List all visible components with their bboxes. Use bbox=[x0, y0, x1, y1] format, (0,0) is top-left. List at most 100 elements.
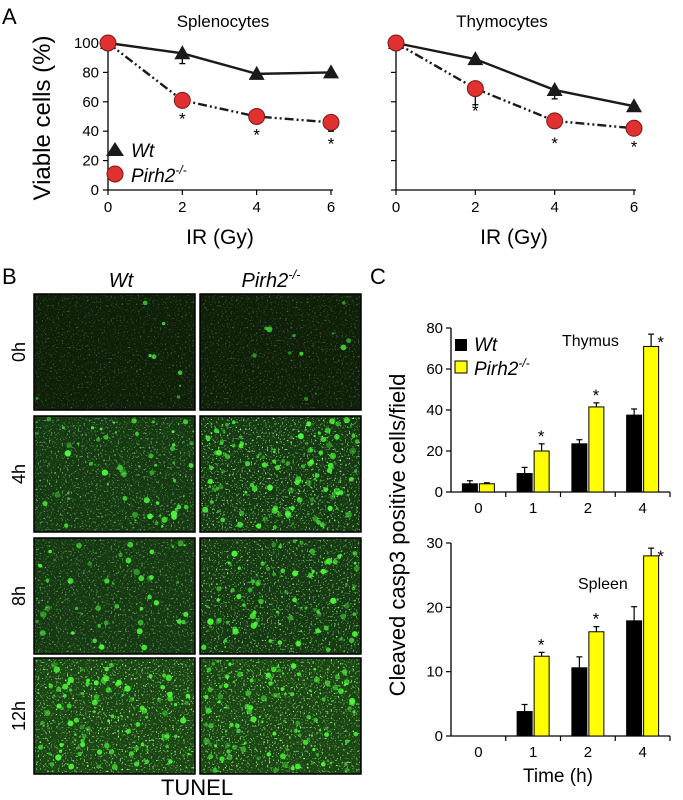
tunel-positive-cell bbox=[258, 452, 262, 456]
tunel-positive-cell bbox=[283, 589, 289, 595]
data-point-wt-splenocytes bbox=[248, 65, 265, 80]
x-axis-label-thymocytes: IR (Gy) bbox=[480, 226, 548, 249]
tunel-positive-cell bbox=[326, 467, 333, 474]
tunel-positive-cell bbox=[240, 746, 247, 753]
tunel-positive-cell bbox=[242, 603, 246, 607]
tunel-positive-cell bbox=[295, 720, 301, 726]
tunel-positive-cell bbox=[277, 668, 282, 673]
tunel-positive-cell bbox=[131, 418, 137, 424]
tunel-positive-cell bbox=[39, 630, 46, 636]
tunel-positive-cell bbox=[353, 469, 357, 473]
tunel-positive-cell bbox=[306, 714, 312, 720]
tunel-positive-cell bbox=[222, 430, 226, 434]
tunel-positive-cell bbox=[272, 731, 277, 736]
tunel-positive-cell bbox=[100, 677, 107, 684]
tunel-positive-cell bbox=[352, 670, 355, 672]
tunel-positive-cell bbox=[172, 443, 176, 447]
tunel-positive-cell bbox=[116, 716, 120, 720]
tunel-positive-cell bbox=[316, 520, 321, 525]
tunel-positive-cell bbox=[74, 606, 79, 611]
y-tick-label-spleen: 0 bbox=[435, 728, 443, 745]
tunel-positive-cell bbox=[171, 545, 175, 548]
bar-pirh2-thymus bbox=[478, 483, 495, 493]
data-point-pirh2-thymocytes bbox=[466, 80, 484, 98]
tunel-positive-cell bbox=[73, 717, 79, 723]
y-tick-label-spleen: 20 bbox=[426, 599, 443, 616]
significance-star-splenocytes: * bbox=[328, 134, 335, 153]
series-line-pirh2-splenocytes bbox=[107, 42, 332, 124]
tunel-positive-cell bbox=[349, 700, 355, 706]
tunel-positive-cell bbox=[255, 618, 260, 623]
tunel-positive-cell bbox=[236, 729, 241, 734]
tunel-positive-cell bbox=[66, 703, 72, 709]
row-label-4h: 4h bbox=[9, 464, 29, 484]
tunel-positive-cell bbox=[266, 566, 271, 571]
significance-star-spleen: * bbox=[538, 635, 545, 654]
tunel-positive-cell bbox=[79, 724, 85, 730]
tunel-positive-cell bbox=[261, 462, 268, 468]
tunel-positive-cell bbox=[321, 697, 326, 702]
tunel-positive-cell bbox=[35, 396, 39, 400]
tunel-positive-cell bbox=[64, 450, 72, 457]
tunel-positive-cell bbox=[268, 676, 273, 681]
tunel-positive-cell bbox=[285, 507, 289, 511]
tunel-positive-cell bbox=[99, 427, 103, 431]
column-label-pirh2-text: Pirh2 bbox=[242, 270, 289, 292]
x-tick-label-thymus: 0 bbox=[474, 500, 482, 517]
tunel-positive-cell bbox=[324, 427, 331, 434]
tunel-positive-cell bbox=[220, 517, 226, 523]
tunel-positive-cell bbox=[266, 326, 273, 333]
tunel-positive-cell bbox=[176, 504, 182, 510]
y-tick-label-splenocytes: 20 bbox=[82, 153, 99, 170]
tunel-positive-cell bbox=[308, 573, 313, 579]
y-tick-label-splenocytes: 80 bbox=[82, 64, 99, 81]
tunel-positive-cell bbox=[66, 681, 71, 686]
tunel-positive-cell bbox=[60, 706, 65, 710]
significance-star-thymocytes: * bbox=[472, 102, 479, 121]
tunel-positive-cell bbox=[244, 703, 251, 710]
tunel-positive-cell bbox=[180, 717, 187, 724]
tunel-positive-cell bbox=[170, 510, 178, 517]
data-point-wt-thymocytes bbox=[467, 51, 484, 66]
tunel-positive-cell bbox=[74, 733, 77, 736]
tunel-positive-cell bbox=[63, 523, 69, 528]
tunel-positive-cell bbox=[220, 469, 225, 474]
tunel-positive-cell bbox=[107, 719, 110, 723]
tunel-positive-cell bbox=[224, 674, 230, 679]
tunel-positive-cell bbox=[258, 715, 261, 719]
tunel-positive-cell bbox=[237, 521, 243, 528]
tunel-positive-cell bbox=[205, 707, 212, 714]
tunel-positive-cell bbox=[133, 745, 140, 751]
tunel-positive-cell bbox=[61, 426, 65, 430]
tunel-positive-cell bbox=[139, 705, 145, 711]
tunel-positive-cell bbox=[214, 744, 218, 748]
tunel-positive-cell bbox=[183, 544, 186, 547]
tunel-positive-cell bbox=[213, 428, 219, 434]
tunel-positive-cell bbox=[353, 565, 360, 572]
tunel-positive-cell bbox=[109, 662, 114, 668]
legend-wt-label: Wt bbox=[131, 141, 155, 162]
tunel-positive-cell bbox=[215, 463, 218, 466]
tunel-positive-cell bbox=[299, 540, 304, 545]
tunel-positive-cell bbox=[125, 728, 131, 734]
tunel-positive-cell bbox=[334, 434, 340, 440]
tunel-positive-cell bbox=[139, 606, 144, 611]
tunel-positive-cell bbox=[315, 392, 317, 395]
tunel-positive-cell bbox=[246, 708, 253, 715]
legend-ko-swatch bbox=[454, 360, 468, 374]
tunel-positive-cell bbox=[218, 715, 221, 717]
chart-thymus: Thymus 0 20 40 60 80 0 1 2 4 * * * bbox=[426, 320, 671, 517]
legend-wt-text: Wt bbox=[474, 335, 498, 356]
x-tick-label-spleen: 4 bbox=[638, 744, 646, 761]
tunel-positive-cell bbox=[66, 497, 70, 500]
tunel-positive-cell bbox=[250, 579, 256, 584]
tunel-positive-cell bbox=[174, 507, 178, 511]
tunel-positive-cell bbox=[120, 714, 123, 718]
tunel-positive-cell bbox=[352, 551, 358, 556]
series-line-pirh2-thymocytes bbox=[395, 41, 635, 130]
tunel-positive-cell bbox=[238, 443, 244, 449]
tunel-positive-cell bbox=[224, 646, 227, 648]
x-tick-label-thymocytes: 0 bbox=[392, 199, 400, 216]
tunel-positive-cell bbox=[325, 647, 331, 652]
bar-wt-spleen bbox=[626, 620, 643, 737]
